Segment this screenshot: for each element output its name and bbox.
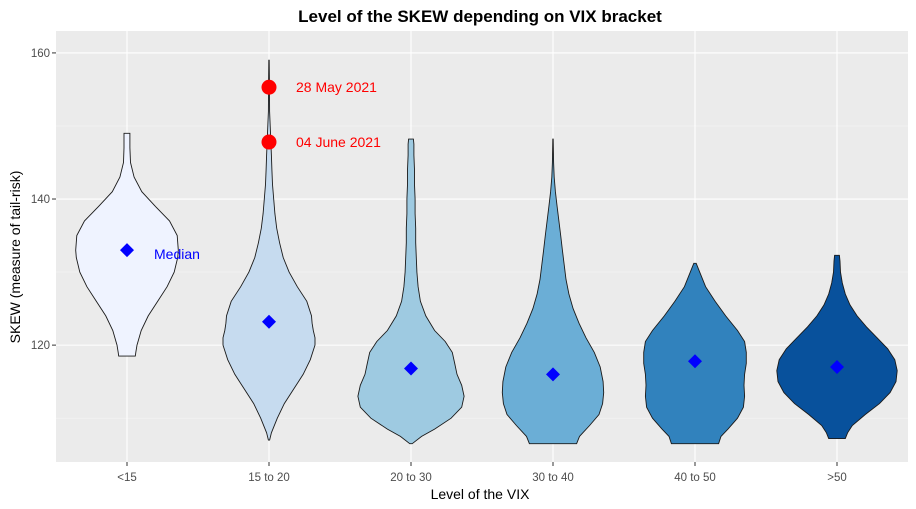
x-tick-label: 40 to 50 [674, 472, 716, 484]
median-marker [830, 360, 844, 375]
y-axis-label: SKEW (measure of tail-risk) [7, 171, 23, 344]
x-tick-label: 15 to 20 [248, 472, 290, 484]
highlight-point [261, 134, 277, 150]
median-marker [404, 361, 418, 376]
violin-4 [501, 138, 605, 445]
chart-title: Level of the SKEW depending on VIX brack… [298, 7, 662, 26]
violin-6 [776, 254, 898, 440]
x-axis-label: Level of the VIX [431, 486, 531, 502]
y-tick-label: 140 [31, 194, 50, 206]
highlight-point [261, 79, 277, 95]
panel-background [56, 31, 908, 462]
x-tick-label: 20 to 30 [390, 472, 432, 484]
violin-2 [222, 59, 316, 441]
x-tick-label: >50 [827, 472, 847, 484]
median-marker [262, 314, 276, 329]
x-tick-label: <15 [117, 472, 137, 484]
median-annotation: Median [154, 246, 200, 262]
plot-panel: 28 May 2021 04 June 2021 Median [56, 31, 908, 462]
violin-5 [643, 262, 747, 445]
y-tick-label: 160 [31, 48, 50, 60]
median-marker [546, 367, 560, 382]
highlight-label: 04 June 2021 [296, 134, 381, 150]
highlight-label: 28 May 2021 [296, 79, 377, 95]
x-tick-label: 30 to 40 [532, 472, 574, 484]
median-marker [120, 243, 134, 258]
median-marker [688, 354, 702, 369]
y-tick-label: 120 [31, 340, 50, 352]
violin-3 [357, 138, 465, 445]
